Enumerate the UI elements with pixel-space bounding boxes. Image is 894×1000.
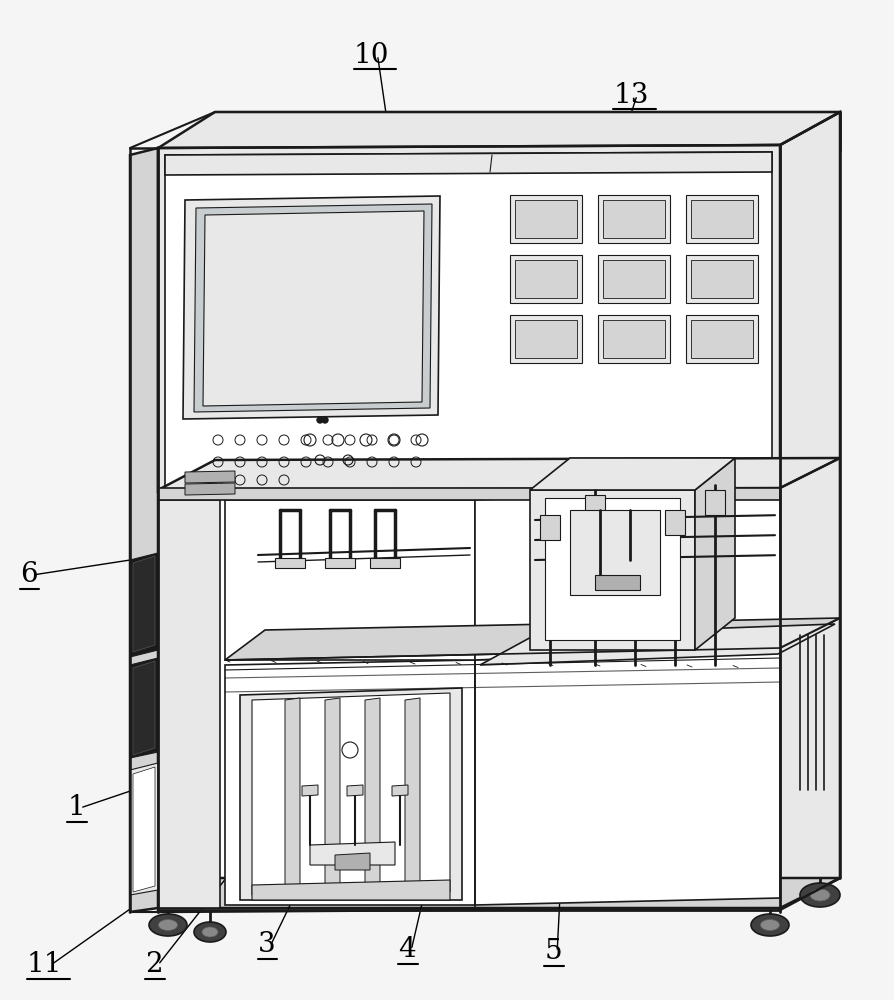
- Ellipse shape: [202, 927, 218, 937]
- Polygon shape: [529, 490, 695, 650]
- Text: 11: 11: [27, 951, 63, 978]
- Polygon shape: [704, 490, 724, 515]
- Polygon shape: [347, 785, 363, 796]
- Polygon shape: [475, 648, 780, 905]
- Text: 5: 5: [544, 938, 561, 965]
- Polygon shape: [240, 688, 461, 900]
- Polygon shape: [224, 500, 475, 660]
- Polygon shape: [325, 698, 340, 892]
- Polygon shape: [514, 200, 577, 238]
- Polygon shape: [182, 196, 440, 419]
- Polygon shape: [510, 255, 581, 303]
- Polygon shape: [685, 195, 757, 243]
- Text: 6: 6: [20, 562, 38, 588]
- Polygon shape: [544, 498, 679, 640]
- Polygon shape: [624, 530, 645, 555]
- Polygon shape: [284, 698, 299, 892]
- Polygon shape: [603, 200, 664, 238]
- Polygon shape: [155, 112, 839, 150]
- Polygon shape: [158, 145, 780, 492]
- Polygon shape: [334, 853, 369, 870]
- Polygon shape: [514, 260, 577, 298]
- Polygon shape: [325, 558, 355, 568]
- Polygon shape: [597, 195, 670, 243]
- Polygon shape: [664, 510, 684, 535]
- Polygon shape: [158, 145, 780, 912]
- Polygon shape: [252, 693, 450, 895]
- Polygon shape: [130, 148, 158, 912]
- Ellipse shape: [750, 914, 789, 936]
- Polygon shape: [130, 658, 158, 758]
- Polygon shape: [780, 112, 839, 908]
- Ellipse shape: [809, 889, 829, 901]
- Polygon shape: [585, 495, 604, 520]
- Polygon shape: [685, 255, 757, 303]
- Polygon shape: [224, 660, 475, 905]
- Polygon shape: [274, 558, 305, 568]
- Polygon shape: [510, 315, 581, 363]
- Polygon shape: [194, 204, 432, 412]
- Polygon shape: [514, 320, 577, 358]
- Polygon shape: [603, 320, 664, 358]
- Polygon shape: [164, 152, 772, 175]
- Polygon shape: [158, 458, 839, 490]
- Ellipse shape: [760, 919, 779, 930]
- Polygon shape: [539, 515, 560, 540]
- Polygon shape: [252, 880, 450, 900]
- Polygon shape: [569, 510, 659, 595]
- Polygon shape: [695, 458, 734, 650]
- Polygon shape: [224, 618, 839, 660]
- Circle shape: [322, 417, 327, 423]
- Polygon shape: [369, 558, 400, 568]
- Polygon shape: [130, 553, 158, 657]
- Polygon shape: [133, 661, 155, 755]
- Text: 3: 3: [257, 931, 275, 958]
- Polygon shape: [597, 255, 670, 303]
- Ellipse shape: [148, 914, 187, 936]
- Polygon shape: [158, 488, 780, 500]
- Polygon shape: [405, 698, 419, 892]
- Polygon shape: [185, 483, 235, 495]
- Polygon shape: [185, 471, 235, 483]
- Polygon shape: [595, 575, 639, 590]
- Ellipse shape: [194, 922, 226, 942]
- Polygon shape: [685, 315, 757, 363]
- Text: 13: 13: [612, 82, 648, 109]
- Text: 10: 10: [353, 42, 389, 69]
- Polygon shape: [597, 315, 670, 363]
- Polygon shape: [130, 763, 158, 895]
- Polygon shape: [510, 195, 581, 243]
- Text: 4: 4: [398, 936, 416, 963]
- Polygon shape: [690, 260, 752, 298]
- Polygon shape: [164, 152, 772, 487]
- Polygon shape: [158, 500, 220, 908]
- Ellipse shape: [799, 883, 839, 907]
- Text: 2: 2: [145, 951, 163, 978]
- Polygon shape: [309, 842, 394, 865]
- Circle shape: [316, 417, 323, 423]
- Polygon shape: [215, 112, 839, 150]
- Polygon shape: [479, 624, 834, 665]
- Text: 1: 1: [67, 794, 85, 821]
- Polygon shape: [475, 488, 780, 660]
- Polygon shape: [690, 200, 752, 238]
- Polygon shape: [690, 320, 752, 358]
- Polygon shape: [133, 556, 155, 652]
- Polygon shape: [158, 878, 839, 908]
- Polygon shape: [301, 785, 317, 796]
- Ellipse shape: [158, 919, 177, 930]
- Polygon shape: [603, 260, 664, 298]
- Polygon shape: [203, 211, 424, 406]
- Polygon shape: [133, 767, 155, 892]
- Polygon shape: [392, 785, 408, 796]
- Polygon shape: [365, 698, 380, 892]
- Polygon shape: [529, 458, 734, 490]
